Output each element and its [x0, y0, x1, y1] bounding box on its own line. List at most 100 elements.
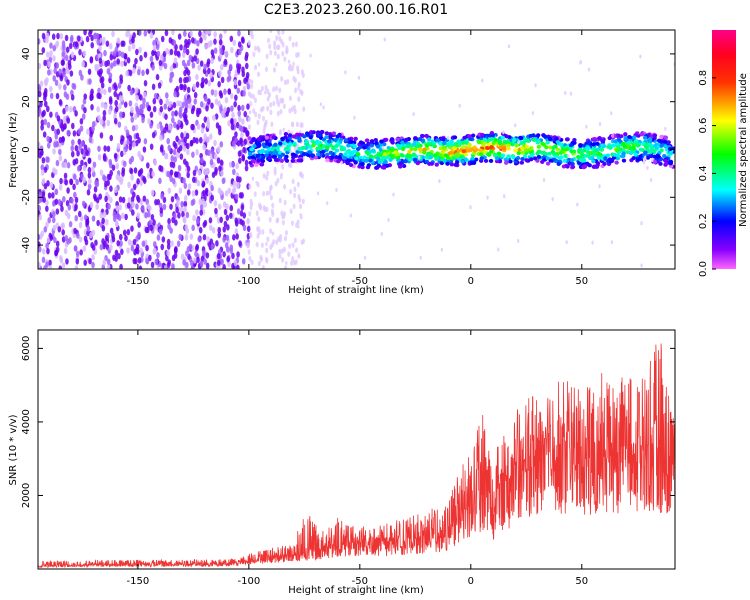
noise-speckle: [278, 253, 282, 260]
noise-speckle: [260, 85, 264, 92]
noise-speckle: [279, 128, 283, 135]
noise-speckle: [263, 124, 267, 130]
noise-speckle: [177, 172, 182, 179]
noise-speckle: [120, 60, 124, 67]
signal-cell: [668, 159, 674, 164]
signal-cell: [336, 159, 341, 164]
noise-speckle: [79, 249, 83, 256]
noise-speckle: [230, 46, 234, 54]
signal-cell: [513, 148, 518, 153]
signal-cell: [633, 140, 639, 145]
noise-speckle: [166, 170, 171, 178]
noise-speckle: [43, 59, 47, 67]
noise-speckle: [150, 189, 155, 197]
noise-speckle: [70, 150, 75, 158]
noise-speckle: [195, 209, 199, 216]
signal-cell: [536, 139, 541, 144]
signal-cell: [628, 146, 634, 151]
faint-speckle: [285, 261, 288, 266]
noise-speckle: [247, 116, 251, 122]
noise-speckle: [239, 218, 243, 225]
noise-speckle: [222, 251, 226, 258]
noise-speckle: [143, 138, 148, 145]
noise-speckle: [219, 189, 223, 196]
noise-speckle: [46, 121, 51, 129]
noise-speckle: [143, 91, 147, 98]
signal-cell: [364, 158, 369, 163]
noise-speckle: [236, 251, 240, 258]
noise-speckle: [67, 59, 72, 66]
noise-speckle: [288, 107, 292, 114]
noise-speckle: [138, 153, 143, 161]
noise-speckle: [85, 35, 90, 43]
noise-speckle: [236, 87, 241, 94]
signal-cell: [417, 137, 423, 142]
noise-speckle: [115, 205, 120, 212]
noise-speckle: [49, 42, 53, 49]
noise-speckle: [131, 36, 135, 44]
noise-speckle: [159, 134, 163, 141]
signal-cell: [388, 157, 393, 162]
noise-speckle: [77, 138, 82, 145]
noise-speckle: [293, 186, 297, 193]
noise-speckle: [196, 123, 201, 130]
noise-speckle: [70, 145, 75, 152]
noise-speckle: [142, 195, 147, 202]
noise-speckle: [61, 50, 66, 57]
noise-speckle: [103, 88, 107, 96]
noise-speckle: [114, 99, 119, 107]
signal-cell: [252, 144, 257, 149]
noise-speckle: [196, 40, 200, 47]
signal-cell: [284, 158, 290, 163]
noise-speckle: [192, 214, 196, 222]
noise-speckle: [165, 254, 169, 262]
signal-cell: [506, 146, 511, 151]
faint-speckle: [534, 83, 537, 88]
noise-speckle: [181, 211, 185, 218]
signal-cell: [491, 140, 496, 145]
noise-speckle: [188, 102, 192, 110]
noise-speckle: [102, 109, 107, 117]
noise-speckle: [106, 145, 111, 153]
noise-speckle: [78, 49, 82, 56]
noise-speckle: [280, 76, 284, 82]
noise-speckle: [96, 39, 101, 46]
signal-cell: [569, 158, 575, 163]
noise-speckle: [183, 76, 187, 84]
faint-speckle: [419, 255, 422, 260]
noise-speckle: [113, 152, 118, 160]
noise-speckle: [99, 212, 104, 219]
noise-speckle: [194, 189, 199, 196]
signal-cell: [360, 161, 365, 166]
noise-speckle: [235, 162, 239, 170]
noise-speckle: [256, 119, 260, 126]
noise-speckle: [248, 183, 252, 190]
signal-cell: [531, 137, 537, 142]
noise-speckle: [152, 39, 156, 47]
noise-speckle: [45, 242, 49, 250]
noise-speckle: [117, 252, 121, 260]
noise-speckle: [235, 233, 239, 240]
noise-speckle: [54, 198, 59, 205]
noise-speckle: [273, 40, 277, 47]
signal-cell: [528, 147, 533, 152]
signal-cell: [451, 156, 457, 161]
signal-cell: [479, 152, 484, 157]
noise-speckle: [186, 165, 191, 173]
noise-speckle: [201, 77, 205, 84]
signal-cell: [334, 148, 340, 153]
noise-speckle: [102, 36, 106, 43]
noise-speckle: [55, 240, 60, 248]
noise-speckle: [109, 185, 113, 192]
noise-speckle: [259, 205, 263, 211]
signal-cell: [457, 157, 462, 162]
signal-cell: [522, 154, 528, 159]
noise-speckle: [39, 80, 44, 87]
signal-cell: [290, 158, 295, 163]
noise-speckle: [74, 196, 79, 204]
noise-speckle: [242, 146, 246, 154]
signal-cell: [524, 158, 529, 163]
noise-speckle: [117, 214, 122, 222]
noise-speckle: [257, 47, 261, 53]
noise-speckle: [178, 144, 183, 152]
